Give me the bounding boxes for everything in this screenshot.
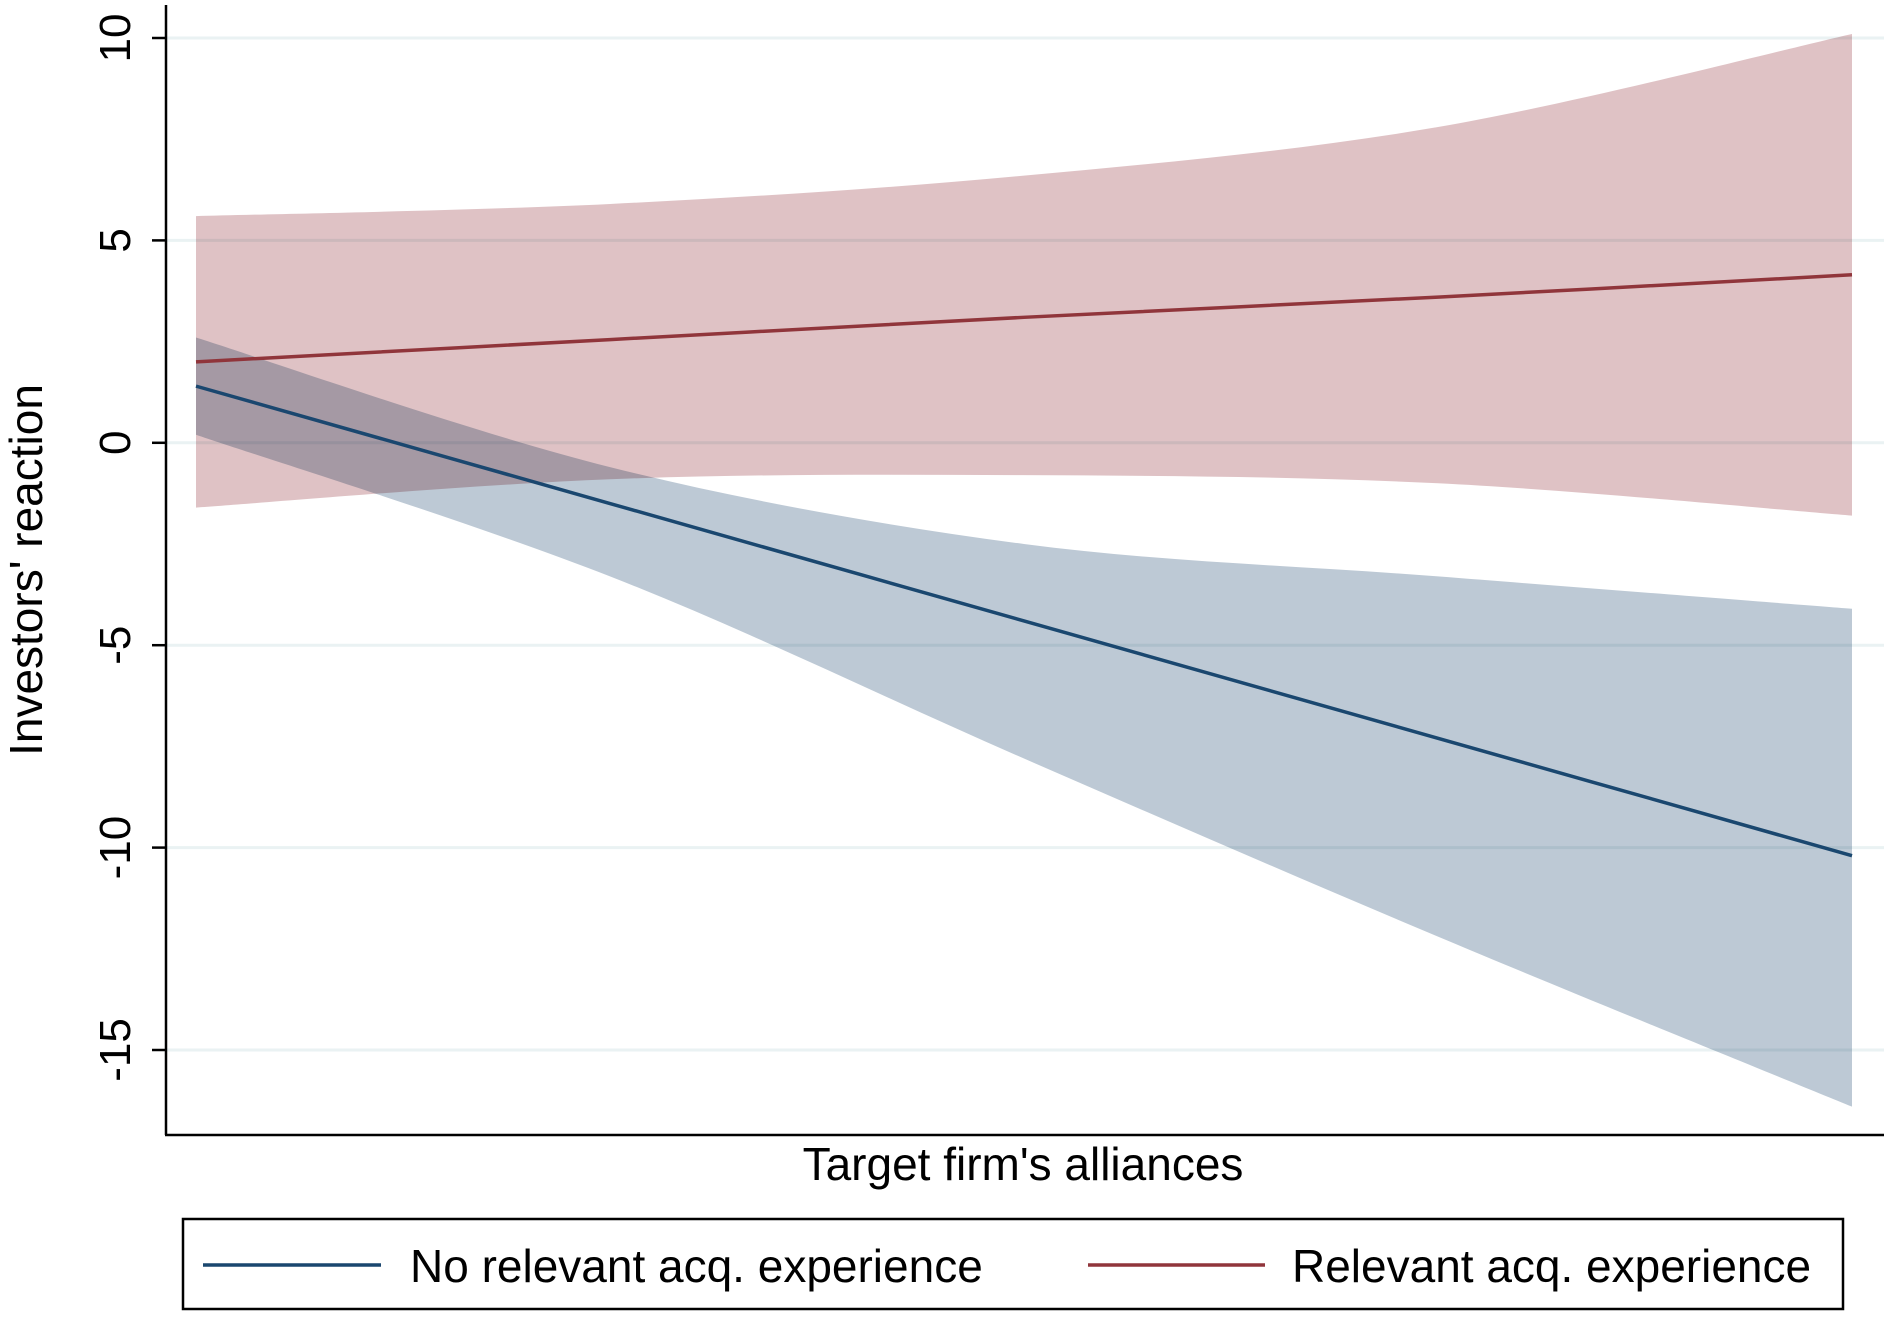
y-axis-title: Investors' reaction <box>0 384 52 756</box>
y-ticks: 10 5 0 -5 -10 -15 <box>91 14 166 1082</box>
y-tick-label: 5 <box>91 228 140 252</box>
legend: No relevant acq. experience Relevant acq… <box>181 1217 1845 1311</box>
confidence-bands <box>196 33 1852 1107</box>
y-tick-label: 10 <box>91 14 140 63</box>
y-tick-label: -5 <box>91 626 140 665</box>
series-line-no-relevant <box>195 384 1853 858</box>
y-tick-label: 0 <box>91 431 140 455</box>
series-lines <box>195 273 1853 858</box>
y-tick-label: -15 <box>91 1018 140 1082</box>
ci-band-relevant <box>196 33 1852 516</box>
ci-band-no-relevant <box>196 337 1852 1107</box>
series-line-relevant <box>195 273 1853 364</box>
legend-label-relevant: Relevant acq. experience <box>1292 1240 1811 1292</box>
axes <box>164 5 1884 1137</box>
y-tick-label: -10 <box>91 816 140 880</box>
legend-box <box>181 1217 1845 1311</box>
x-axis-title: Target firm's alliances <box>803 1138 1244 1190</box>
legend-label-no-relevant: No relevant acq. experience <box>410 1240 983 1292</box>
